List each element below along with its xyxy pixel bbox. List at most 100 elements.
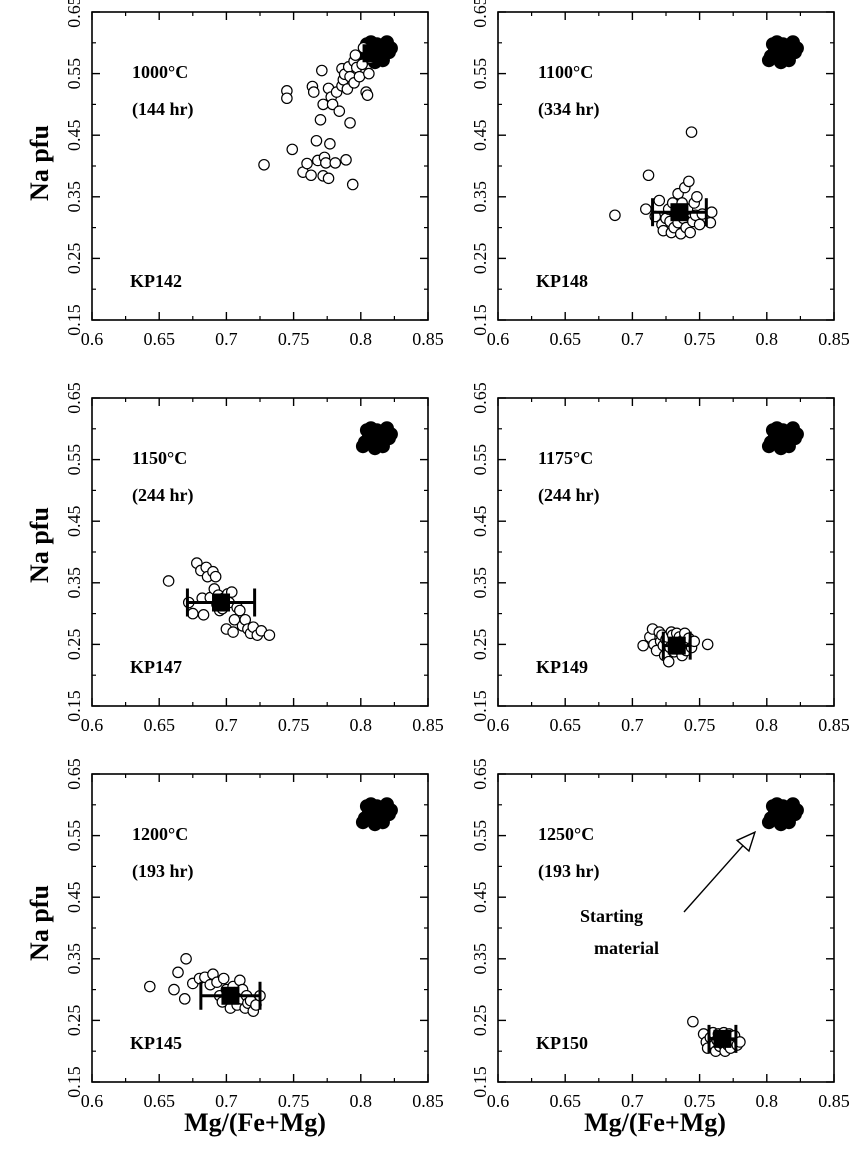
sample-label: KP142 — [130, 271, 182, 291]
starting-material-point — [761, 53, 776, 68]
temperature-label: 1150°C — [132, 448, 187, 468]
data-point — [217, 972, 230, 985]
data-point — [691, 191, 703, 203]
data-point — [322, 172, 335, 185]
x-tick-label: 0.75 — [684, 715, 716, 735]
y-tick-label: 0.65 — [470, 0, 490, 28]
x-tick-label: 0.6 — [487, 1091, 510, 1111]
y-tick-label: 0.25 — [470, 243, 490, 275]
y-tick-label: 0.65 — [64, 0, 84, 28]
y-tick-label: 0.35 — [64, 181, 84, 213]
data-point — [324, 138, 336, 150]
x-tick-label: 0.6 — [81, 329, 104, 349]
data-point — [684, 226, 696, 239]
data-point — [227, 626, 239, 638]
starting-material-point — [777, 805, 792, 820]
x-tick-label: 0.7 — [215, 329, 238, 349]
data-point — [363, 67, 375, 80]
data-point — [286, 143, 299, 156]
data-point — [234, 604, 246, 617]
data-point — [340, 154, 352, 166]
data-point — [162, 575, 175, 587]
mean-marker — [362, 44, 381, 63]
y-axis-label-row-2: Na pfu — [25, 507, 54, 583]
x-tick-label: 0.7 — [621, 1091, 644, 1111]
y-axis-label-row-3: Na pfu — [25, 885, 54, 961]
temperature-label: 1200°C — [132, 824, 188, 844]
y-tick-label: 0.45 — [470, 881, 490, 913]
duration-label: (334 hr) — [538, 99, 600, 120]
annotation-label-line-2: material — [594, 938, 659, 958]
x-tick-label: 0.7 — [621, 329, 644, 349]
chart-panel-6: 0.6 0.65 0.7 0.75 0.8 0.85 0.15 0.25 0.35 0.45 0.5… — [470, 758, 850, 1111]
chart-panel-2: 0.6 0.65 0.7 0.75 0.8 0.85 0.15 0.25 0.35 0.45 0.5… — [470, 0, 850, 349]
starting-material-point — [371, 429, 386, 444]
starting-material-point — [765, 37, 780, 52]
data-point — [349, 49, 362, 61]
y-tick-label: 0.55 — [470, 820, 490, 852]
data-point — [197, 609, 210, 621]
data-point — [209, 570, 222, 583]
starting-material-point — [761, 439, 776, 454]
starting-material-point — [773, 441, 788, 456]
y-tick-label: 0.45 — [64, 119, 84, 151]
data-point — [653, 194, 666, 207]
x-axis-label-right: Mg/(Fe+Mg) — [584, 1108, 726, 1137]
duration-label: (244 hr) — [538, 485, 600, 506]
y-tick-label: 0.15 — [470, 1066, 490, 1098]
chart-panel-1: 0.6 0.65 0.7 0.75 0.8 0.85 0.15 0.25 0.35 0.45 0.5… — [64, 0, 444, 349]
x-tick-label: 0.65 — [143, 1091, 175, 1111]
data-point — [640, 203, 652, 215]
y-tick-label: 0.45 — [470, 505, 490, 537]
data-point — [693, 218, 706, 231]
data-point — [642, 169, 655, 182]
data-point — [344, 117, 356, 129]
data-point — [307, 86, 320, 98]
data-point — [683, 175, 695, 188]
data-point — [314, 114, 327, 126]
y-tick-label: 0.35 — [470, 567, 490, 599]
y-tick-label: 0.25 — [64, 1005, 84, 1037]
x-tick-label: 0.85 — [412, 329, 444, 349]
starting-material-point — [359, 423, 374, 438]
x-tick-label: 0.65 — [549, 329, 581, 349]
starting-material-point — [777, 429, 792, 444]
x-tick-label: 0.8 — [756, 715, 779, 735]
x-tick-label: 0.8 — [350, 1091, 373, 1111]
duration-label: (144 hr) — [132, 99, 194, 120]
y-tick-label: 0.15 — [64, 1066, 84, 1098]
data-point — [187, 607, 199, 620]
y-tick-label: 0.65 — [470, 382, 490, 414]
starting-material-point — [355, 815, 370, 830]
starting-material-point — [773, 817, 788, 832]
data-point — [305, 169, 317, 182]
y-tick-label: 0.45 — [64, 881, 84, 913]
data-point — [701, 638, 714, 651]
starting-material-point — [765, 799, 780, 814]
annotation-label-line-1: Starting — [580, 906, 643, 926]
temperature-label: 1250°C — [538, 824, 594, 844]
starting-material-point — [789, 427, 804, 442]
data-point — [609, 209, 621, 222]
x-tick-label: 0.6 — [487, 329, 510, 349]
data-point — [685, 126, 698, 138]
y-tick-label: 0.35 — [64, 567, 84, 599]
y-tick-label: 0.55 — [470, 444, 490, 476]
x-axis-label-left: Mg/(Fe+Mg) — [184, 1108, 326, 1137]
x-tick-label: 0.75 — [278, 329, 310, 349]
x-tick-label: 0.85 — [818, 1091, 850, 1111]
x-tick-label: 0.65 — [549, 1091, 581, 1111]
mean-marker — [221, 986, 240, 1005]
y-tick-label: 0.25 — [470, 629, 490, 661]
y-tick-label: 0.65 — [470, 758, 490, 790]
starting-material-point — [383, 41, 398, 56]
sample-label: KP150 — [536, 1033, 588, 1053]
temperature-label: 1000°C — [132, 62, 188, 82]
data-point — [329, 157, 342, 169]
x-tick-label: 0.8 — [350, 715, 373, 735]
x-tick-label: 0.85 — [412, 1091, 444, 1111]
duration-label: (244 hr) — [132, 485, 194, 506]
mean-marker — [670, 203, 689, 222]
x-tick-label: 0.65 — [549, 715, 581, 735]
starting-material-point — [383, 427, 398, 442]
